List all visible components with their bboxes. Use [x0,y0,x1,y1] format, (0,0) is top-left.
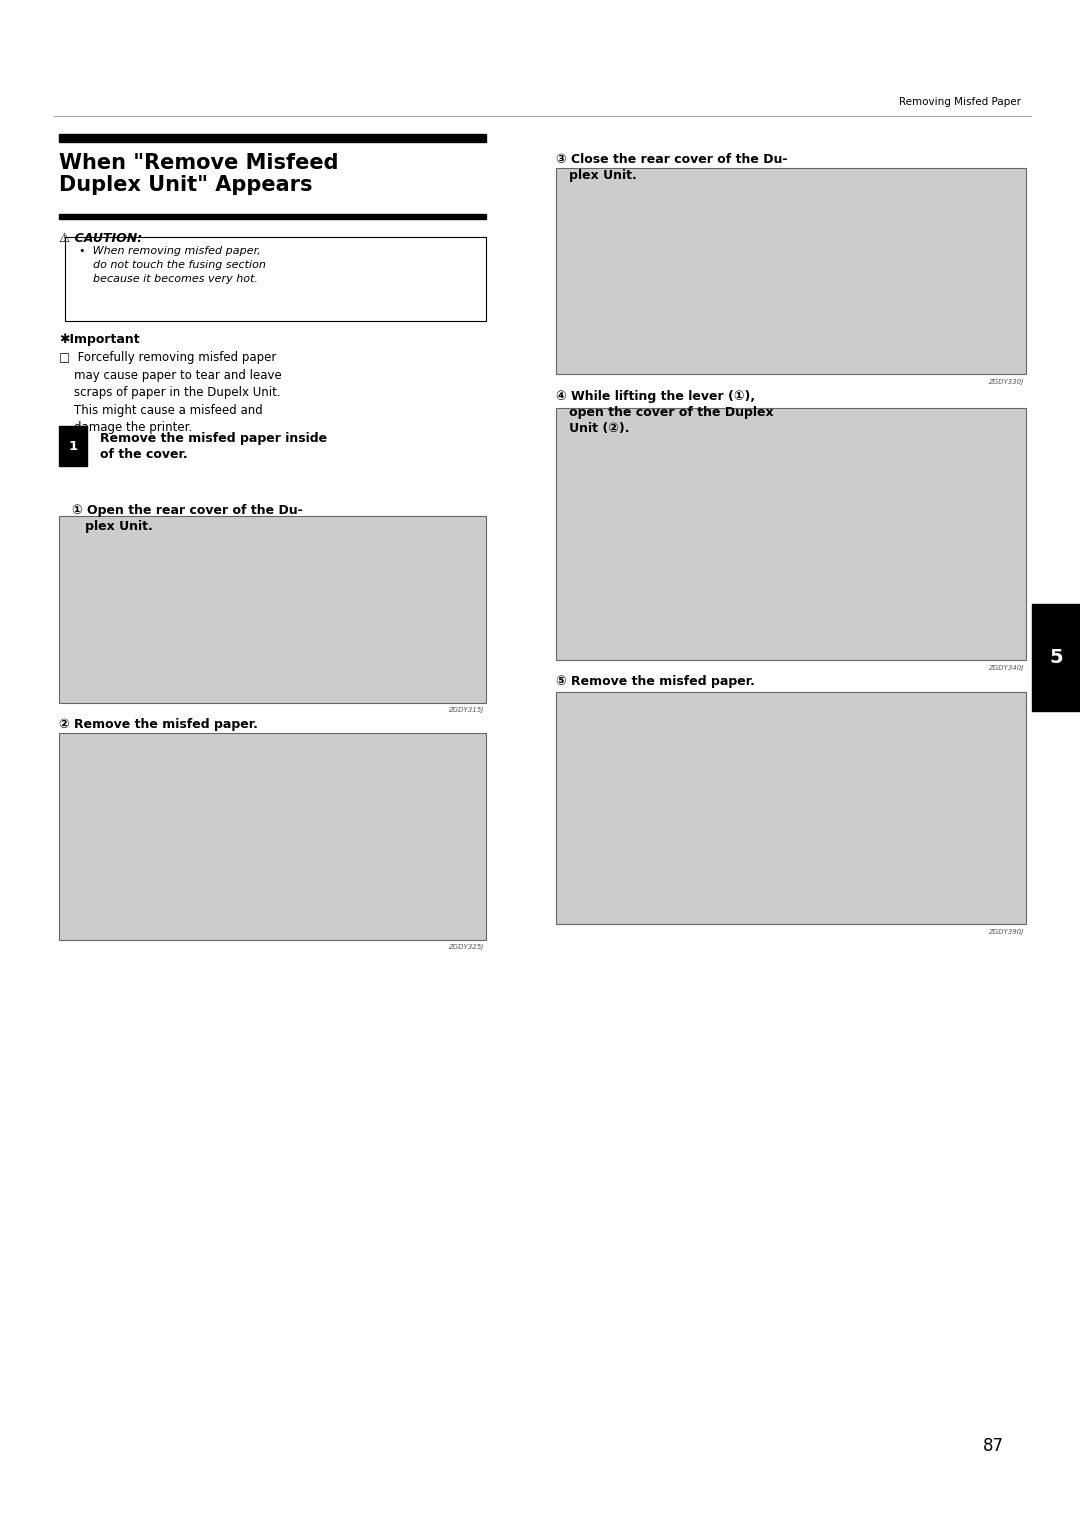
Bar [556,408,1026,660]
Bar [556,692,1026,924]
Text: □  Forcefully removing misfed paper
    may cause paper to tear and leave
    sc: □ Forcefully removing misfed paper may c… [59,351,282,434]
Text: ④ While lifting the lever (①),
   open the cover of the Duplex
   Unit (②).: ④ While lifting the lever (①), open the … [556,390,774,434]
Text: 5: 5 [1050,648,1063,666]
Text: ZGDY325J: ZGDY325J [448,944,484,950]
Bar [65,237,486,321]
Text: Removing Misfed Paper: Removing Misfed Paper [899,96,1021,107]
Text: ⚠ CAUTION:: ⚠ CAUTION: [59,232,143,246]
Bar [59,426,87,466]
Bar [59,733,486,940]
Text: ② Remove the misfed paper.: ② Remove the misfed paper. [59,718,258,732]
Text: ① Open the rear cover of the Du-
   plex Unit.: ① Open the rear cover of the Du- plex Un… [72,504,303,533]
Text: •  When removing misfed paper,
    do not touch the fusing section
    because i: • When removing misfed paper, do not tou… [79,246,266,284]
Text: ⑤ Remove the misfed paper.: ⑤ Remove the misfed paper. [556,675,755,689]
Bar [59,134,486,142]
Bar [59,516,486,703]
Text: ZGDY315J: ZGDY315J [448,707,484,714]
Text: ZGDY330J: ZGDY330J [988,379,1024,385]
Bar [556,168,1026,374]
Text: 87: 87 [983,1436,1004,1455]
Text: ZGDY340J: ZGDY340J [988,665,1024,671]
Text: When "Remove Misfeed
Duplex Unit" Appears: When "Remove Misfeed Duplex Unit" Appear… [59,153,339,196]
Text: Remove the misfed paper inside
of the cover.: Remove the misfed paper inside of the co… [100,432,327,461]
Bar [59,214,486,219]
Bar [1032,604,1080,711]
Text: ZGDY390J: ZGDY390J [988,929,1024,935]
Text: ③ Close the rear cover of the Du-
   plex Unit.: ③ Close the rear cover of the Du- plex U… [556,153,787,182]
Text: ✱Important: ✱Important [59,333,140,347]
Text: 1: 1 [69,440,78,452]
